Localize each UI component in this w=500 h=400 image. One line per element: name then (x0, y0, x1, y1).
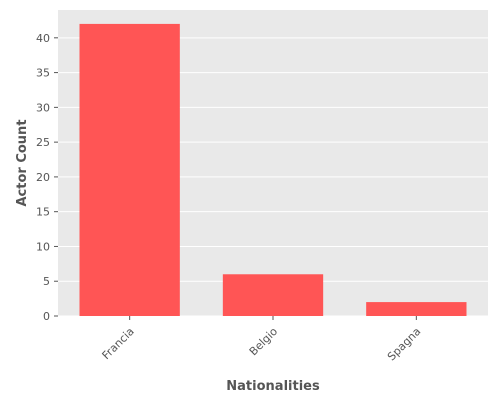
y-tick-label: 5 (43, 275, 50, 288)
y-tick-label: 15 (36, 206, 50, 219)
bar-francia (79, 23, 180, 317)
y-axis-title: Actor Count (15, 119, 30, 206)
y-tick-label: 10 (36, 240, 50, 253)
y-tick-label: 20 (36, 171, 50, 184)
y-tick-label: 35 (36, 67, 50, 80)
x-axis-ticks: Francia Belgio Spagna (100, 316, 423, 363)
x-tick-label: Spagna (385, 325, 423, 363)
bars (79, 23, 467, 317)
x-tick-label: Belgio (247, 325, 281, 359)
y-tick-label: 0 (43, 310, 50, 323)
y-tick-label: 25 (36, 136, 50, 149)
y-axis-ticks: 0 5 10 15 20 25 30 35 40 (36, 32, 58, 323)
x-axis-title: Nationalities (226, 379, 320, 394)
bar-belgio (222, 274, 324, 316)
y-tick-label: 30 (36, 101, 50, 114)
bar-spagna (366, 302, 467, 316)
y-tick-label: 40 (36, 32, 50, 45)
x-tick-label: Francia (100, 325, 137, 362)
